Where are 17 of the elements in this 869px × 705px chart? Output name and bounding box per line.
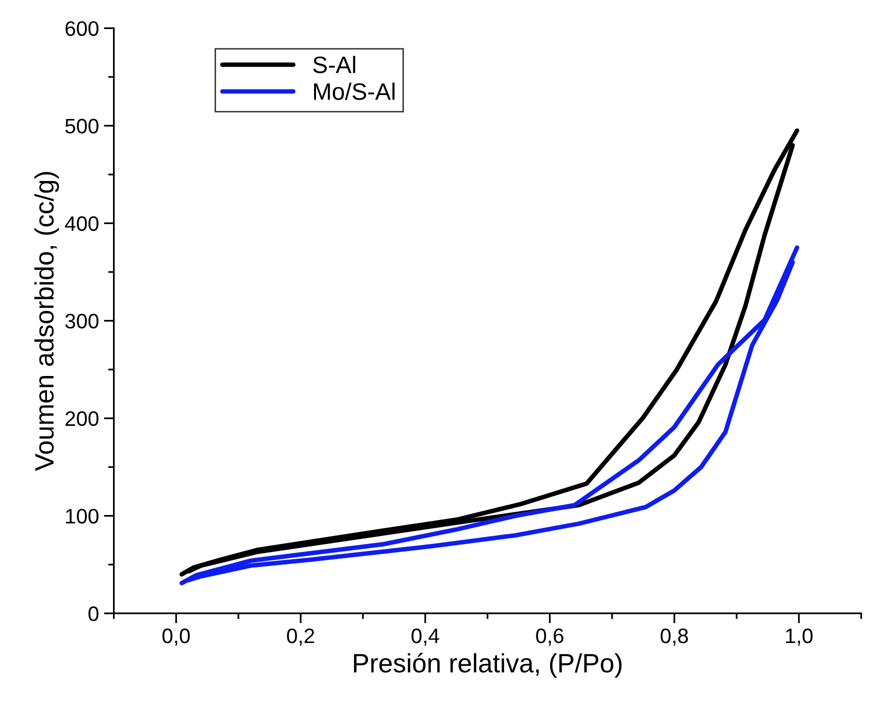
y-tick-label: 200: [66, 411, 98, 426]
x-tick-label: 0,6: [536, 628, 564, 646]
legend-label: S-Al: [313, 56, 356, 74]
y-tick-label: 0: [88, 606, 98, 622]
x-tick-label: 1,0: [786, 628, 813, 646]
x-axis-title: Presión relativa, (P/Po): [354, 652, 622, 678]
x-tick-label: 0,4: [412, 628, 440, 646]
y-tick-label: 100: [66, 508, 98, 524]
y-tick-label: 500: [65, 118, 98, 134]
y-tick-label: 600: [66, 21, 98, 36]
x-tick-label: 0,0: [162, 628, 190, 646]
legend-label: Mo/S-Al: [314, 82, 395, 100]
y-axis-title: Voumen adsorbido, (cc/g): [34, 172, 59, 471]
y-tick-label: 400: [64, 216, 98, 232]
x-tick-label: 0,8: [660, 628, 688, 646]
x-tick-label: 0,2: [287, 628, 314, 646]
y-tick-label: 300: [65, 314, 98, 329]
